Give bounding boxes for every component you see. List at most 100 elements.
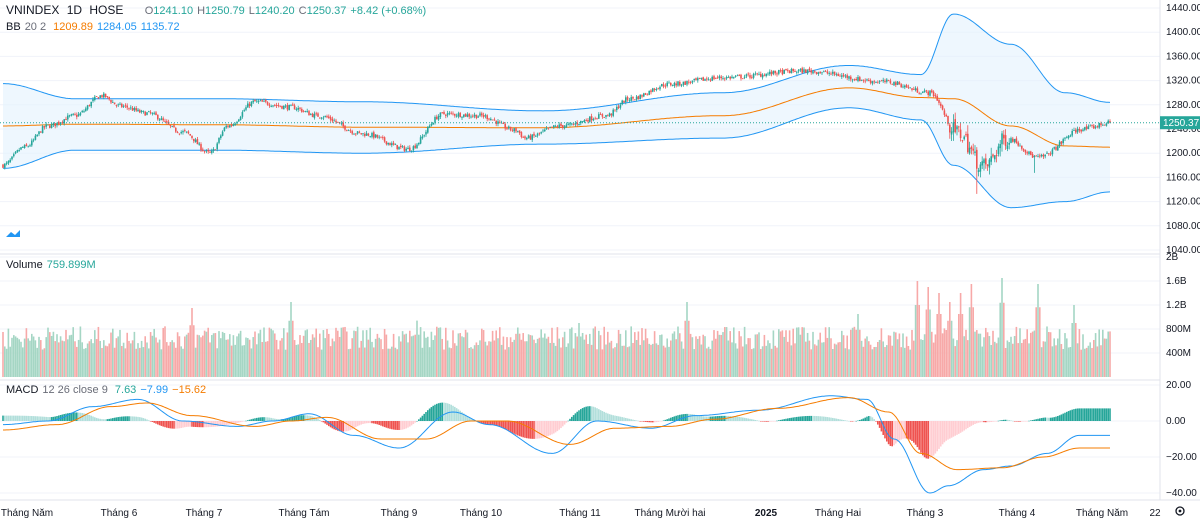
volume-bar bbox=[257, 333, 260, 377]
macd-histogram-bar bbox=[398, 421, 400, 430]
volume-bar bbox=[1006, 340, 1009, 377]
volume-bar bbox=[94, 330, 96, 377]
macd-histogram-bar bbox=[277, 419, 280, 421]
macd-histogram-bar bbox=[1069, 410, 1072, 421]
macd-histogram-bar bbox=[441, 402, 443, 421]
candle-body bbox=[459, 112, 461, 118]
macd-histogram-bar bbox=[770, 421, 773, 422]
candle-body bbox=[1039, 155, 1041, 157]
macd-histogram-bar bbox=[247, 420, 249, 421]
volume-bar bbox=[909, 349, 911, 377]
volume-bar bbox=[560, 347, 562, 377]
candle-body bbox=[788, 70, 791, 74]
volume-bar bbox=[1109, 331, 1111, 377]
volume-bar bbox=[329, 346, 332, 377]
bb-legend[interactable]: BB 20 2 1209.89 1284.05 1135.72 bbox=[6, 20, 184, 34]
volume-bar bbox=[333, 341, 335, 377]
volume-bar bbox=[893, 331, 895, 377]
candle-body bbox=[229, 125, 231, 128]
volume-bar bbox=[896, 339, 899, 377]
volume-bar bbox=[592, 328, 595, 377]
volume-bar bbox=[585, 334, 587, 377]
macd-histogram-bar bbox=[738, 416, 740, 421]
volume-bar bbox=[466, 332, 469, 377]
macd-histogram-bar bbox=[175, 421, 177, 429]
macd-histogram-bar bbox=[828, 417, 830, 421]
candle-body bbox=[974, 151, 976, 153]
candle-body bbox=[920, 93, 922, 95]
macd-histogram-bar bbox=[891, 421, 893, 447]
macd-histogram-bar bbox=[378, 421, 380, 425]
candle-body bbox=[781, 69, 784, 75]
macd-histogram-bar bbox=[1051, 417, 1054, 421]
volume-bar bbox=[891, 345, 893, 377]
macd-histogram-bar bbox=[54, 416, 56, 421]
volume-bar bbox=[266, 341, 269, 377]
candle-body bbox=[218, 137, 220, 143]
volume-bar bbox=[734, 343, 737, 377]
volume-bar bbox=[594, 326, 596, 377]
candle-body bbox=[1064, 137, 1066, 139]
candle-body bbox=[952, 122, 955, 133]
macd-histogram-bar bbox=[502, 421, 505, 429]
ohlc-readout: O1241.10 H1250.79 L1240.20 C1250.37 +8.42 (+… bbox=[144, 5, 427, 17]
candle-body bbox=[414, 145, 416, 148]
candle-body bbox=[688, 81, 690, 83]
settings-gear-icon[interactable] bbox=[1175, 506, 1185, 516]
volume-bar bbox=[790, 345, 793, 377]
volume-bar bbox=[742, 346, 744, 377]
macd-histogram-bar bbox=[1073, 409, 1075, 421]
macd-histogram-bar bbox=[733, 416, 735, 421]
macd-histogram-bar bbox=[234, 421, 236, 424]
volume-bar bbox=[473, 345, 476, 377]
symbol-legend[interactable]: VNINDEX 1D HOSE O1241.10 H1250.79 L1240.20… bbox=[6, 3, 434, 18]
macd-histogram-bar bbox=[38, 416, 40, 421]
volume-bar bbox=[491, 330, 494, 377]
macd-histogram-bar bbox=[454, 406, 456, 421]
macd-axis-tick-label: −20.00 bbox=[1166, 452, 1197, 463]
volume-bar bbox=[673, 331, 676, 377]
volume-bar bbox=[351, 338, 353, 377]
volume-bar bbox=[974, 331, 976, 377]
candle-body bbox=[477, 116, 479, 118]
macd-histogram-bar bbox=[965, 421, 967, 430]
candle-body bbox=[706, 78, 708, 80]
candle-body bbox=[41, 126, 44, 134]
candle-body bbox=[959, 129, 962, 139]
candle-body bbox=[86, 105, 89, 110]
volume-bars[interactable] bbox=[2, 278, 1111, 377]
macd-histogram-bar bbox=[99, 418, 101, 421]
candle-body bbox=[923, 90, 926, 93]
macd-legend[interactable]: MACD 12 26 close 9 7.63 −7.99 −15.62 bbox=[6, 383, 210, 397]
macd-histogram-bar bbox=[621, 417, 623, 421]
price-axis[interactable]: 1040.001080.001120.001160.001200.001240.… bbox=[1166, 3, 1200, 499]
macd-histogram-bar bbox=[653, 421, 656, 423]
volume-legend[interactable]: Volume 759.899M bbox=[6, 258, 100, 272]
volume-bar bbox=[760, 349, 762, 377]
candle-body bbox=[38, 131, 40, 135]
candle-body bbox=[52, 123, 55, 125]
macd-histogram-bar bbox=[670, 417, 672, 421]
candle-body bbox=[340, 123, 343, 125]
volume-bar bbox=[1028, 343, 1030, 377]
candle-body bbox=[450, 112, 452, 114]
candle-body bbox=[1040, 154, 1043, 157]
volume-bar bbox=[45, 337, 47, 377]
volume-bar bbox=[196, 334, 199, 377]
candle-body bbox=[270, 106, 272, 107]
volume-bar bbox=[68, 335, 71, 377]
volume-bar bbox=[189, 325, 191, 377]
candle-body bbox=[1078, 128, 1081, 131]
volume-bar bbox=[484, 341, 487, 377]
macd-histogram-bar bbox=[985, 421, 987, 423]
volume-legend-name: Volume bbox=[6, 259, 43, 271]
candlestick-series[interactable] bbox=[2, 66, 1111, 194]
candle-body bbox=[886, 79, 888, 82]
volume-bar bbox=[675, 339, 677, 377]
macd-histogram-bar bbox=[128, 416, 130, 421]
macd-indicator[interactable] bbox=[2, 395, 1111, 494]
candle-body bbox=[630, 97, 632, 101]
candle-body bbox=[943, 110, 946, 115]
candle-body bbox=[837, 74, 839, 77]
